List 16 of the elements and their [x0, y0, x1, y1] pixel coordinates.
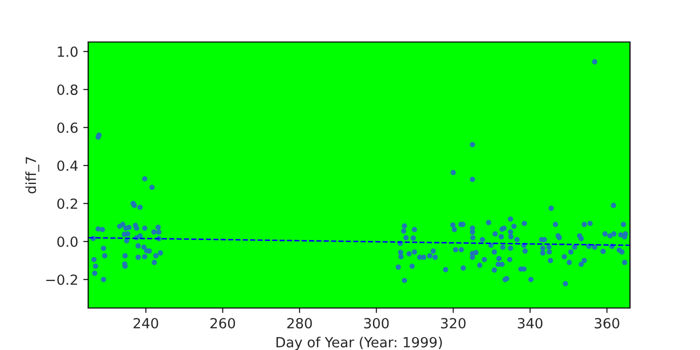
- x-tick-label: 320: [441, 318, 466, 328]
- y-tick-label: 0.2: [57, 198, 78, 209]
- y-tick-label: 0.6: [57, 122, 78, 133]
- x-tick-label: 260: [210, 318, 236, 328]
- x-tick-label: 240: [134, 318, 158, 328]
- y-tick-label: −0.2: [46, 274, 78, 285]
- y-tick-label: 1.0: [58, 46, 78, 57]
- x-tick-label: 340: [518, 318, 542, 328]
- x-tick-label: 280: [287, 318, 312, 328]
- y-tick-label: 0.0: [57, 236, 78, 247]
- y-tick-label: 0.8: [57, 84, 78, 95]
- x-tick-label: 360: [594, 318, 620, 328]
- x-axis-title: Day of Year (Year: 1999): [276, 336, 442, 350]
- y-axis-title: diff_7: [25, 157, 40, 194]
- y-tick-label: 0.4: [57, 160, 78, 171]
- x-tick-label: 300: [364, 318, 389, 328]
